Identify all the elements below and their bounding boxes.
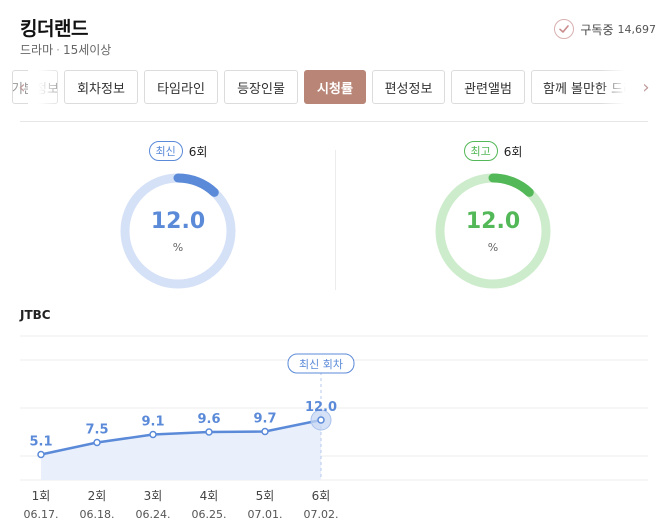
- vertical-divider: [335, 150, 336, 290]
- tab-ratings[interactable]: 시청률: [304, 70, 366, 104]
- best-rating-unit: %: [487, 241, 499, 254]
- data-point: [37, 450, 45, 459]
- genre-label: 드라마: [20, 43, 54, 57]
- latest-rating-value: 12.0: [150, 209, 206, 234]
- data-label: 9.1: [141, 415, 164, 430]
- data-label: 12.0: [305, 400, 337, 415]
- data-label: 5.1: [29, 435, 52, 450]
- divider: [20, 121, 648, 122]
- tab-characters[interactable]: 등장인물: [224, 70, 298, 104]
- tab-related-album[interactable]: 관련앨범: [451, 70, 525, 104]
- x-tick-label: 3회: [144, 489, 163, 503]
- annotation-bubble: [287, 353, 355, 374]
- latest-episode: 6회: [188, 144, 208, 159]
- chevron-right-icon[interactable]: ›: [642, 76, 650, 98]
- tab-episode-info[interactable]: 회차정보: [64, 70, 138, 104]
- latest-badge: 최신: [148, 141, 183, 161]
- x-date-label: 07.02.: [304, 508, 339, 521]
- x-date-label: 06.24.: [136, 508, 171, 521]
- chevron-left-icon[interactable]: ‹: [18, 76, 26, 98]
- x-date-label: 06.18.: [80, 508, 115, 521]
- tab-recommended-dramas[interactable]: 함께 볼만한 드라마: [531, 70, 631, 104]
- network-label: JTBC: [20, 308, 51, 322]
- x-date-label: 06.17.: [24, 508, 59, 521]
- data-label: 9.7: [253, 412, 276, 427]
- best-episode: 6회: [503, 144, 523, 159]
- chart-area: [41, 420, 321, 480]
- data-point: [205, 428, 213, 436]
- best-rating-card: 최고 6회 12.0 %: [413, 141, 573, 291]
- x-tick-label: 4회: [200, 489, 219, 503]
- best-rating-value: 12.0: [465, 209, 521, 234]
- subscribe-button[interactable]: 구독중 14,697: [554, 19, 656, 39]
- x-date-label: 07.01.: [248, 508, 283, 521]
- rating-line-chart: 5.1 1회 06.17. 7.5 2회 06.18. 9.1 3회 06.24. 9.6 4회 06…: [20, 335, 648, 521]
- series-line: [40, 418, 322, 456]
- data-point: [317, 416, 325, 424]
- data-point: [149, 430, 157, 439]
- latest-rating-donut: 12.0 %: [118, 171, 238, 291]
- check-icon: [554, 19, 575, 39]
- x-tick-label: 1회: [32, 489, 51, 503]
- tab-schedule[interactable]: 편성정보: [372, 70, 445, 104]
- best-badge: 최고: [463, 141, 498, 161]
- x-date-label: 06.25.: [192, 508, 227, 521]
- donut-progress: [120, 173, 236, 289]
- subscribe-count: 14,697: [617, 22, 657, 36]
- x-tick-label: 6회: [312, 489, 331, 503]
- subscribe-label: 구독중: [580, 22, 614, 37]
- annotation-label: 최신 회차: [299, 358, 343, 371]
- data-point: [261, 427, 269, 436]
- program-meta: 드라마 · 15세이상: [20, 41, 111, 58]
- age-rating-label: 15세이상: [62, 43, 112, 57]
- x-tick-label: 2회: [88, 489, 107, 503]
- data-point: [93, 438, 101, 447]
- data-label: 7.5: [85, 423, 108, 438]
- separator-dot: ·: [56, 43, 60, 57]
- data-label: 9.6: [197, 412, 220, 427]
- donut-progress: [435, 173, 551, 289]
- x-tick-label: 5회: [256, 489, 275, 503]
- tab-timeline[interactable]: 타임라인: [144, 70, 218, 104]
- best-rating-donut: 12.0 %: [433, 171, 553, 291]
- latest-rating-card: 최신 6회 12.0 %: [98, 141, 258, 291]
- latest-rating-unit: %: [172, 241, 184, 254]
- program-title: 킹더랜드: [20, 18, 88, 40]
- tab-bar: 기본정보 회차정보 타임라인 등장인물 시청률 편성정보 관련앨범 함께 볼만한…: [0, 69, 670, 107]
